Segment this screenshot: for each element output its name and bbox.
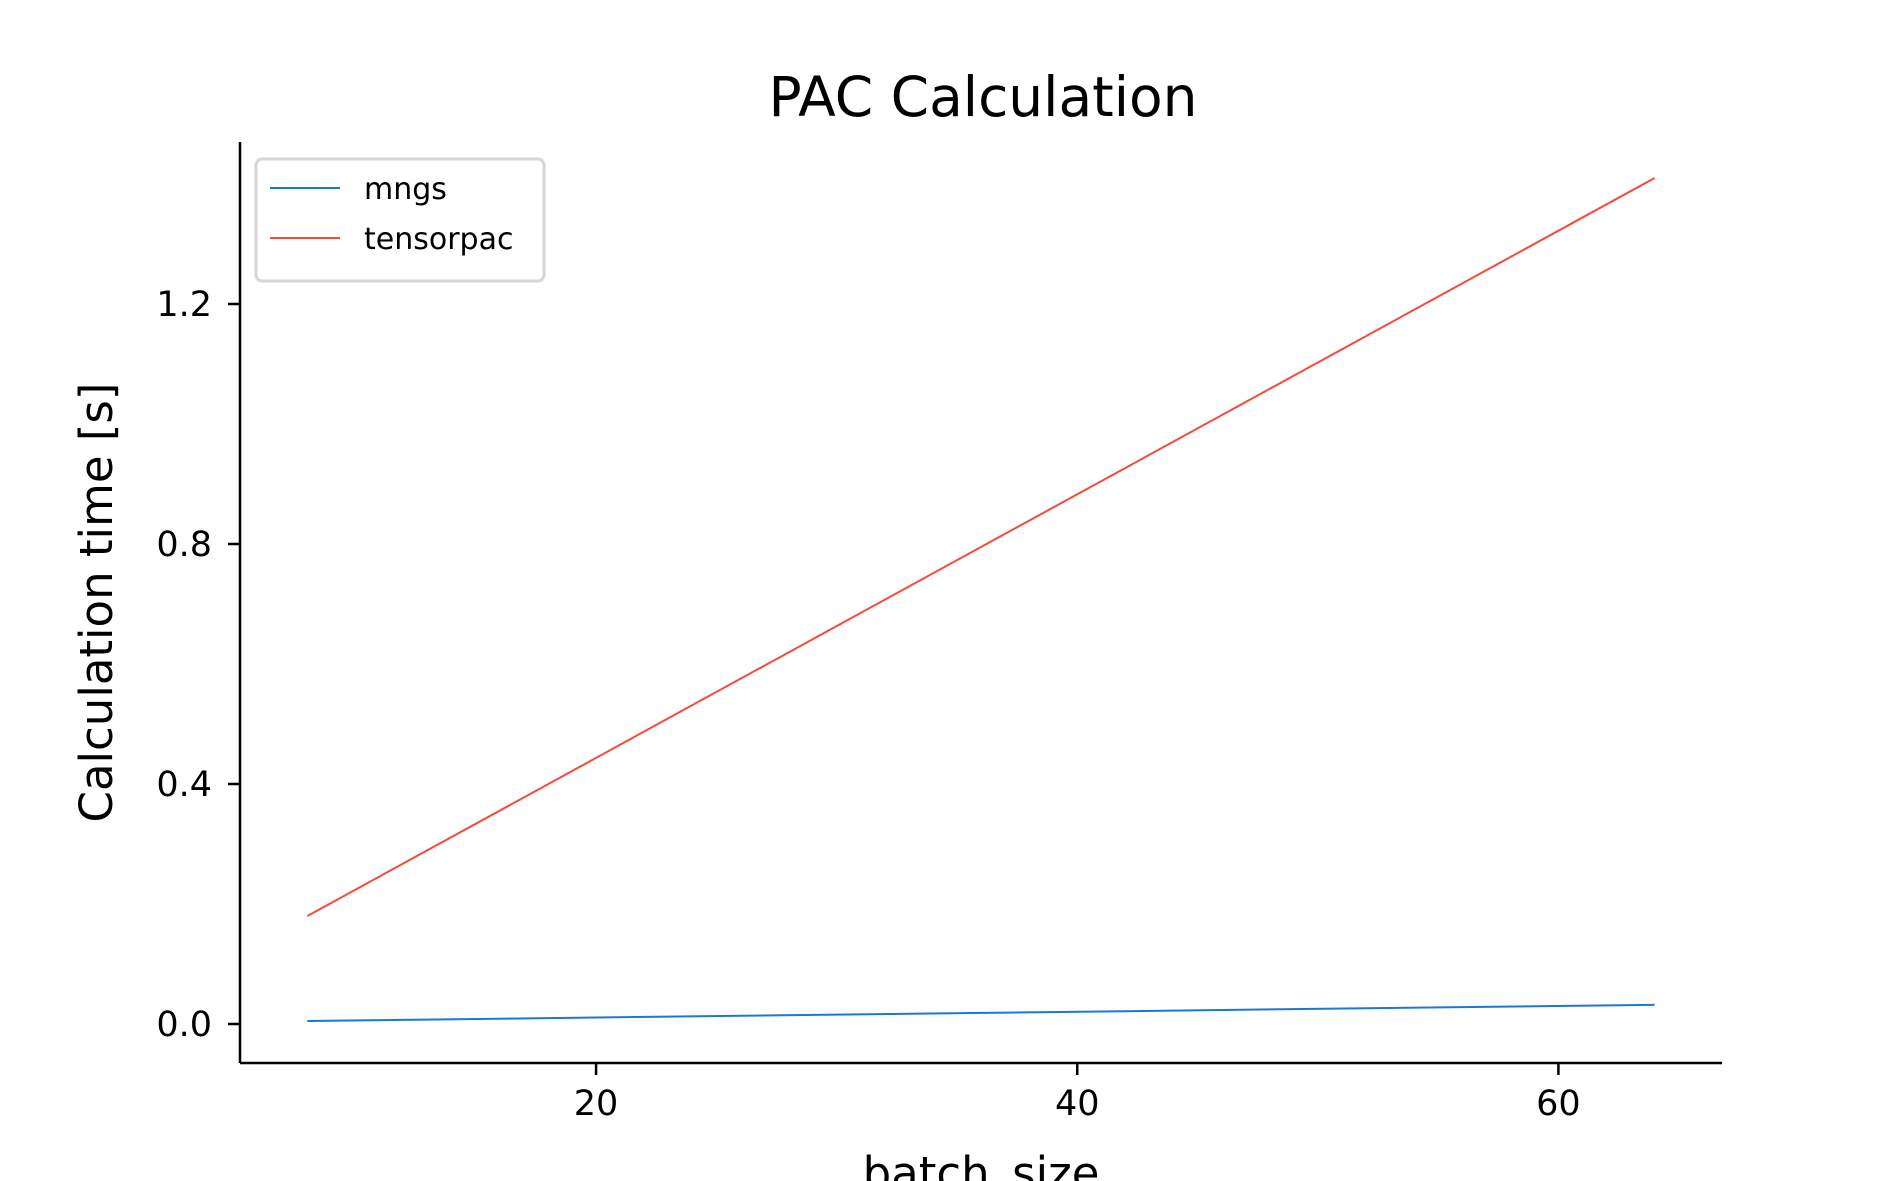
x-tick-label: 60: [1536, 1084, 1581, 1124]
y-axis-title: Calculation time [s]: [70, 383, 123, 823]
y-axis-ticks: 0.0 0.4 0.8 1.2: [156, 285, 240, 1045]
x-axis-ticks: 20 40 60: [574, 1063, 1581, 1124]
plot-area: 20 40 60 0.0 0.4 0.8 1.2: [156, 142, 1722, 1124]
y-tick-label: 0.0: [156, 1005, 212, 1045]
series-line-mngs: [307, 1003, 1655, 1022]
y-tick-label: 1.2: [156, 285, 212, 325]
legend: mngs tensorpac: [254, 157, 546, 283]
y-tick-label: 0.4: [156, 765, 212, 805]
x-axis-title: batch_size: [863, 1147, 1100, 1181]
x-tick-label: 40: [1055, 1084, 1100, 1124]
chart-title: PAC Calculation: [768, 65, 1197, 129]
y-tick-label: 0.8: [156, 525, 212, 565]
legend-label-tensorpac: tensorpac: [364, 222, 513, 257]
legend-label-mngs: mngs: [364, 172, 447, 207]
series-line-tensorpac: [306, 177, 1656, 917]
legend-frame: [254, 157, 546, 283]
series-layer: [306, 177, 1656, 1022]
x-tick-label: 20: [574, 1084, 619, 1124]
